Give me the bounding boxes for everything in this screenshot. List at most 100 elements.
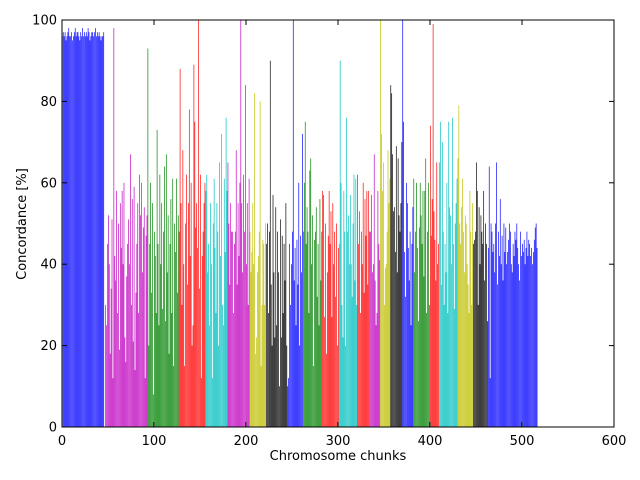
chart-bar — [437, 264, 439, 427]
chart-bar — [123, 182, 125, 427]
chart-bar — [476, 162, 477, 427]
chart-bar — [513, 256, 515, 427]
chart-bar — [181, 304, 183, 427]
chart-bar — [294, 247, 296, 427]
chart-bar — [472, 203, 473, 427]
chart-bar — [449, 207, 450, 427]
chart-bar — [83, 36, 84, 427]
chart-bar — [372, 264, 374, 427]
chart-bar — [468, 313, 470, 427]
chart-bar — [463, 231, 464, 427]
chart-bar — [348, 215, 349, 427]
chart-bar — [335, 296, 336, 427]
chart-bar — [146, 215, 148, 427]
chart-bar — [430, 235, 432, 427]
chart-bar — [332, 203, 334, 427]
chart-bar — [320, 280, 322, 427]
chart-bar — [299, 345, 301, 427]
chart-bar — [377, 190, 379, 427]
chart-bar — [240, 20, 242, 427]
chart-bar — [205, 190, 207, 427]
chart-bar — [492, 251, 494, 427]
chart-bar — [413, 178, 415, 427]
chart-bar — [361, 231, 362, 427]
chart-bar — [278, 272, 279, 427]
chart-bar — [393, 211, 394, 427]
chart-bar — [154, 256, 156, 427]
chart-bar — [144, 378, 146, 427]
chart-bar — [535, 223, 537, 427]
chart-bar — [470, 231, 472, 427]
chart-bar — [62, 32, 64, 428]
chart-bar — [353, 174, 355, 427]
chart-bar — [467, 284, 469, 427]
chart-bar — [333, 264, 335, 427]
chart-bar — [365, 235, 367, 427]
chart-bar — [395, 146, 397, 428]
chart-bar — [70, 36, 71, 427]
chart-bar — [515, 239, 517, 427]
chart-bar — [436, 162, 438, 427]
chart-bar — [102, 36, 104, 427]
chart-bar — [499, 256, 500, 427]
chart-bar — [134, 370, 136, 427]
chart-bar — [77, 32, 79, 428]
chart-bar — [366, 190, 368, 427]
chart-bar — [287, 386, 289, 427]
chart-bar — [418, 321, 419, 427]
chart-bar — [228, 223, 230, 427]
chart-bar — [350, 264, 352, 427]
chart-bar — [441, 142, 443, 427]
chart-bar — [525, 247, 527, 427]
chart-bar — [521, 256, 522, 427]
chart-bar — [322, 190, 324, 427]
chart-bar — [479, 264, 481, 427]
chart-bar — [157, 243, 159, 427]
chart-bar — [375, 325, 377, 427]
chart-bar — [86, 36, 88, 427]
chart-bar — [216, 203, 218, 427]
chart-bar — [195, 227, 197, 427]
chart-bar — [402, 20, 404, 427]
chart-bar — [368, 190, 370, 427]
chart-bar — [64, 32, 66, 428]
chart-bar — [433, 211, 435, 427]
chart-bar — [75, 36, 77, 427]
chart-bar — [189, 256, 191, 427]
chart-bar — [427, 231, 428, 427]
chart-bar — [494, 272, 496, 427]
chart-bar — [471, 304, 473, 427]
chart-bar — [296, 239, 298, 427]
chart-bar — [137, 203, 139, 427]
chart-bar — [113, 28, 115, 427]
x-tick-label: 200 — [234, 434, 259, 449]
chart-bar — [183, 264, 185, 427]
chart-bar — [66, 36, 68, 427]
chart-bar — [428, 182, 429, 427]
chart-bar — [397, 158, 399, 427]
chart-bar — [156, 129, 158, 427]
chart-bar — [200, 174, 201, 427]
chart-bar — [253, 264, 255, 427]
chart-bar — [460, 243, 462, 427]
chart-bar — [206, 174, 208, 427]
chart-bar — [201, 256, 203, 427]
chart-bar — [198, 20, 199, 427]
chart-bar — [165, 321, 166, 427]
chart-bar — [142, 272, 143, 427]
chart-bar — [110, 288, 112, 427]
chart-bar — [482, 243, 484, 427]
chart-bar — [161, 203, 163, 427]
chart-bar — [88, 32, 90, 428]
chart-bar — [390, 85, 392, 428]
chart-bar — [210, 203, 211, 427]
chart-bar — [221, 133, 222, 427]
chart-bar — [243, 174, 244, 427]
chart-bar — [447, 313, 449, 427]
chart-bar — [409, 231, 411, 427]
chart-bar — [67, 32, 69, 428]
chart-bar — [274, 337, 276, 427]
chart-bar — [424, 190, 426, 427]
chart-bar — [132, 341, 134, 427]
chart-bar — [347, 231, 348, 427]
